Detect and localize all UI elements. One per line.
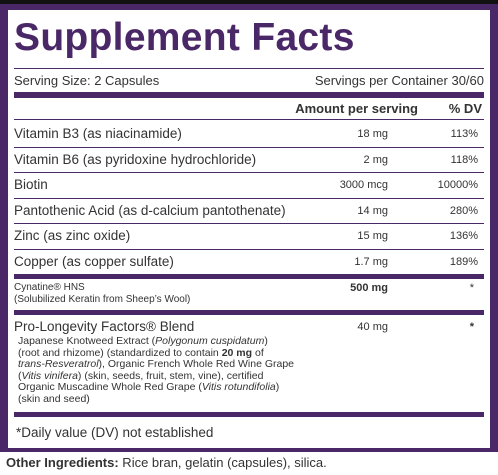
blend-description-line: (Vitis vinifera) (skin, seeds, fruit, st… [18, 370, 263, 382]
nutrient-dv: 118% [450, 153, 478, 166]
ingredient-note: (Solubilized Keratin from Sheep’s Wool) [14, 294, 191, 305]
rule [14, 197, 484, 199]
blend-dv: * [469, 321, 474, 333]
blend-description-line: trans-Resveratrol), Organic French Whole… [18, 358, 294, 370]
description-segment: 20 mg [221, 346, 253, 359]
blend-name: Pro-Longevity Factors® Blend [14, 319, 195, 334]
description-segment: Vitis rotundifolia [201, 381, 276, 393]
nutrient-name: Biotin [14, 177, 48, 192]
description-segment: Organic Muscadine Whole Red Grape ( [18, 381, 202, 393]
ingredient-dv: * [469, 282, 474, 294]
serving-size: Serving Size: 2 Capsules [14, 73, 160, 88]
nutrient-name: Pantothenic Acid (as d-calcium pantothen… [14, 202, 286, 218]
nutrient-amount: 1.7 mg [354, 255, 388, 268]
nutrient-name: Zinc (as zinc oxide) [14, 228, 131, 243]
title: Supplement Facts [14, 16, 355, 59]
description-segment: of [252, 346, 264, 359]
blend-description-line: Japanese Knotweed Extract (Polygonum cus… [18, 335, 268, 347]
description-segment: ) (skin, seeds, fruit, stem, vine), cert… [77, 369, 264, 382]
description-segment: (skin and seed) [18, 392, 90, 405]
nutrient-amount: 3000 mcg [339, 179, 388, 191]
ingredient-amount: 500 mg [350, 282, 388, 294]
nutrient-name: Vitamin B6 (as pyridoxine hydrochloride) [14, 151, 257, 167]
description-segment: ( [18, 369, 22, 382]
thick-rule [14, 274, 484, 279]
thick-rule [14, 92, 484, 98]
servings-per-container: Servings per Container 30/60 [314, 73, 484, 88]
description-segment: ) [264, 335, 268, 347]
thick-rule [14, 412, 484, 417]
dv-header: % DV [448, 101, 482, 116]
footnote: *Daily value (DV) not established [16, 425, 214, 440]
blend-description-line: (skin and seed) [18, 393, 90, 405]
description-segment: trans-Resveratrol [18, 358, 99, 370]
facts-box: Supplement Facts Serving Size: 2 Capsule… [8, 10, 490, 448]
nutrient-dv: 136% [449, 230, 478, 242]
nutrient-dv: 189% [449, 255, 478, 268]
nutrient-amount: 2 mg [363, 153, 388, 166]
blend-amount: 40 mg [357, 321, 388, 333]
description-segment: Japanese Knotweed Extract ( [18, 335, 156, 347]
rule [14, 248, 484, 250]
nutrient-dv: 113% [450, 128, 478, 140]
nutrient-dv: 10000% [437, 179, 478, 191]
description-segment: Vitis vinifera [21, 369, 78, 382]
rule [14, 172, 484, 173]
description-segment: ), Organic French Whole Red Wine Grape [98, 358, 295, 370]
description-segment: ) [275, 381, 280, 393]
nutrient-name: Copper (as copper sulfate) [14, 253, 174, 269]
nutrient-dv: 280% [449, 204, 478, 217]
other-ingredients: Other Ingredients: Rice bran, gelatin (c… [6, 455, 327, 470]
label-frame: Supplement Facts Serving Size: 2 Capsule… [0, 0, 498, 452]
other-label: Other Ingredients: [6, 455, 119, 470]
description-segment: (root and rhizome) (standardized to cont… [18, 346, 222, 359]
description-segment: Polygonum cuspidatum [155, 335, 265, 347]
ingredient-name: Cynatine® HNS [14, 282, 85, 293]
nutrient-amount: 14 mg [357, 204, 388, 217]
blend-description-line: (root and rhizome) (standardized to cont… [18, 347, 264, 359]
nutrient-name: Vitamin B3 (as niacinamide) [14, 126, 182, 141]
nutrient-amount: 18 mg [357, 128, 388, 140]
rule [14, 68, 484, 69]
other-text: Rice bran, gelatin (capsules), silica. [118, 455, 327, 470]
rule [14, 119, 484, 120]
amount-header: Amount per serving [295, 101, 418, 116]
blend-description-line: Organic Muscadine Whole Red Grape (Vitis… [18, 381, 279, 393]
rule [14, 223, 484, 224]
nutrient-amount: 15 mg [357, 230, 388, 242]
rule [14, 146, 484, 148]
thick-rule [14, 310, 484, 315]
